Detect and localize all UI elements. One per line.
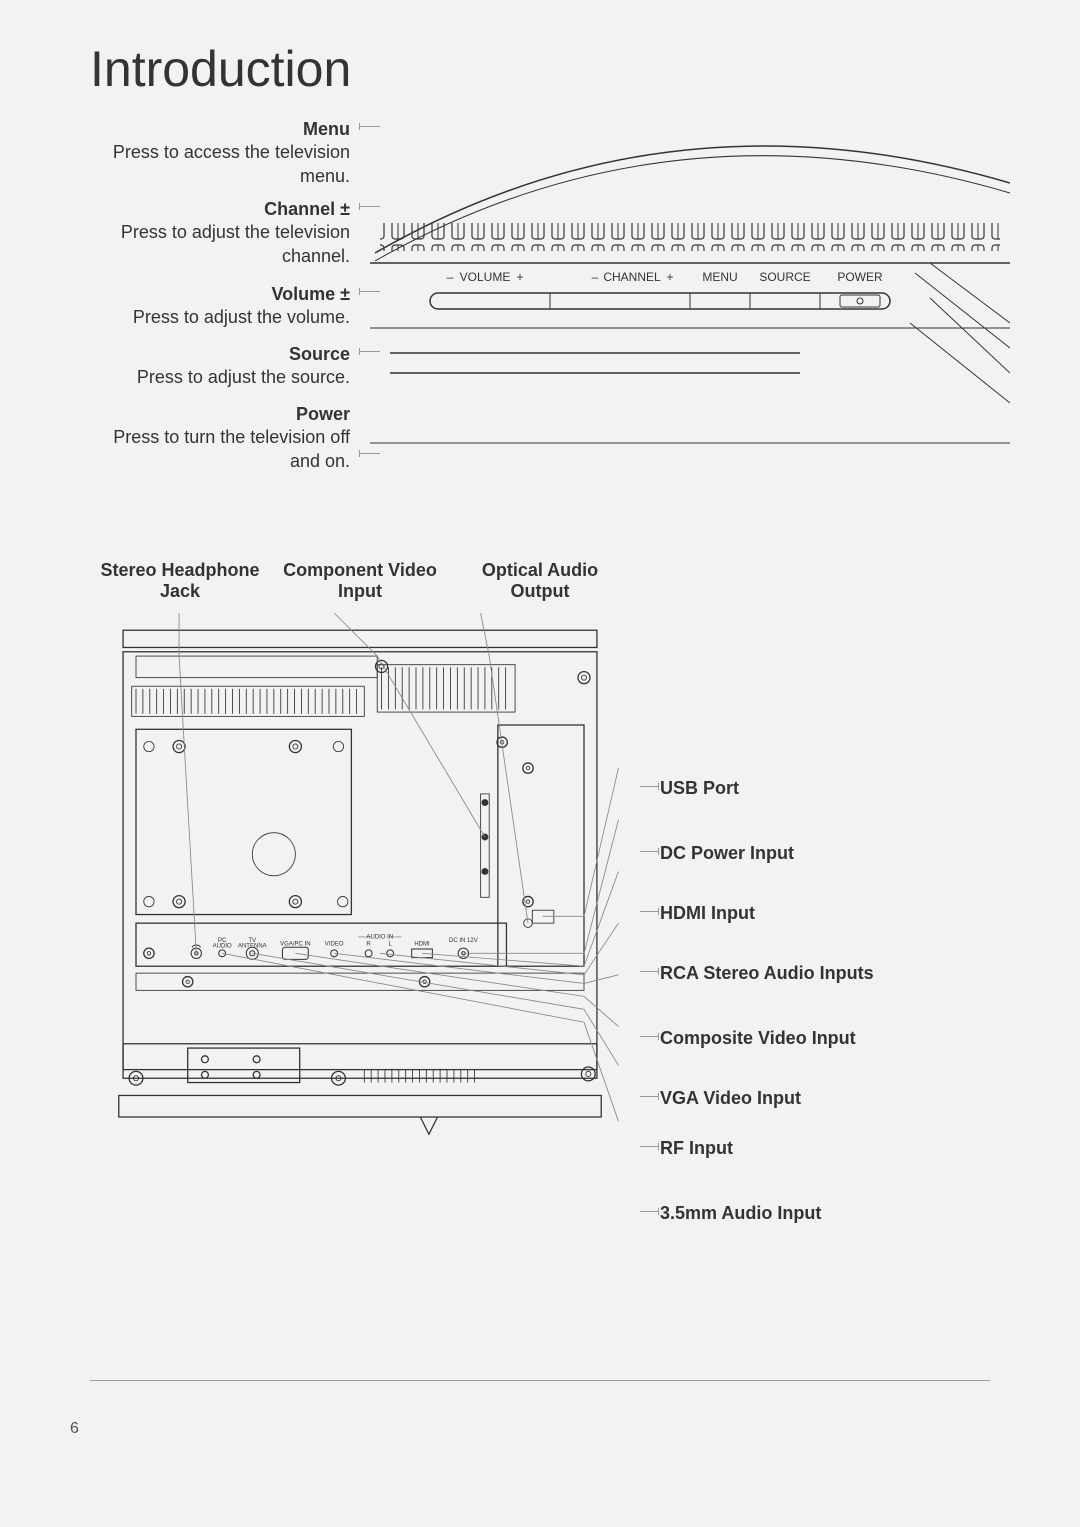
desc-channel: Channel ± Press to adjust the television…	[90, 198, 350, 268]
svg-text:POWER: POWER	[837, 270, 883, 284]
svg-text:–: –	[447, 270, 454, 284]
desc-volume: Volume ± Press to adjust the volume.	[90, 283, 350, 330]
label-composite: Composite Video Input	[660, 1028, 856, 1049]
label-rf: RF Input	[660, 1138, 733, 1159]
svg-text:–: –	[592, 270, 599, 284]
label-hdmi: HDMI Input	[660, 903, 755, 924]
label-vga: VGA Video Input	[660, 1088, 801, 1109]
label-35mm: 3.5mm Audio Input	[660, 1203, 821, 1224]
top-controls-section: Menu Press to access the television menu…	[60, 113, 1020, 503]
page-number: 6	[70, 1420, 79, 1490]
svg-text:+: +	[666, 270, 673, 284]
desc-source: Source Press to adjust the source.	[90, 343, 350, 390]
svg-text:L: L	[388, 942, 392, 948]
svg-text:VIDEO: VIDEO	[325, 942, 344, 948]
page-title: Introduction	[90, 40, 1020, 98]
svg-text:VOLUME: VOLUME	[460, 270, 511, 284]
tv-top-diagram: –VOLUME+ –CHANNEL+ MENU SOURCE POWER	[370, 123, 1010, 473]
rear-ports-section: PCAUDIO TVANTENNA VGA/PC IN VIDEO AUDIO …	[60, 513, 1020, 1233]
svg-text:AUDIO: AUDIO	[213, 943, 232, 949]
svg-text:VGA/PC IN: VGA/PC IN	[280, 942, 310, 948]
desc-power: Power Press to turn the television off a…	[90, 403, 350, 473]
svg-text:MENU: MENU	[702, 270, 737, 284]
svg-text:DC IN 12V: DC IN 12V	[449, 938, 478, 944]
label-rca: RCA Stereo Audio Inputs	[660, 963, 874, 984]
svg-text:HDMI: HDMI	[414, 942, 430, 948]
label-dc: DC Power Input	[660, 843, 794, 864]
svg-text:R: R	[366, 942, 371, 948]
svg-text:+: +	[516, 270, 523, 284]
label-usb: USB Port	[660, 778, 739, 799]
footer-rule	[90, 1380, 990, 1381]
rear-diagram: PCAUDIO TVANTENNA VGA/PC IN VIDEO AUDIO …	[80, 613, 640, 1173]
svg-text:CHANNEL: CHANNEL	[603, 270, 661, 284]
desc-menu: Menu Press to access the television menu…	[90, 118, 350, 188]
svg-text:AUDIO IN: AUDIO IN	[366, 935, 393, 941]
svg-text:ANTENNA: ANTENNA	[238, 943, 267, 949]
svg-text:SOURCE: SOURCE	[759, 270, 810, 284]
